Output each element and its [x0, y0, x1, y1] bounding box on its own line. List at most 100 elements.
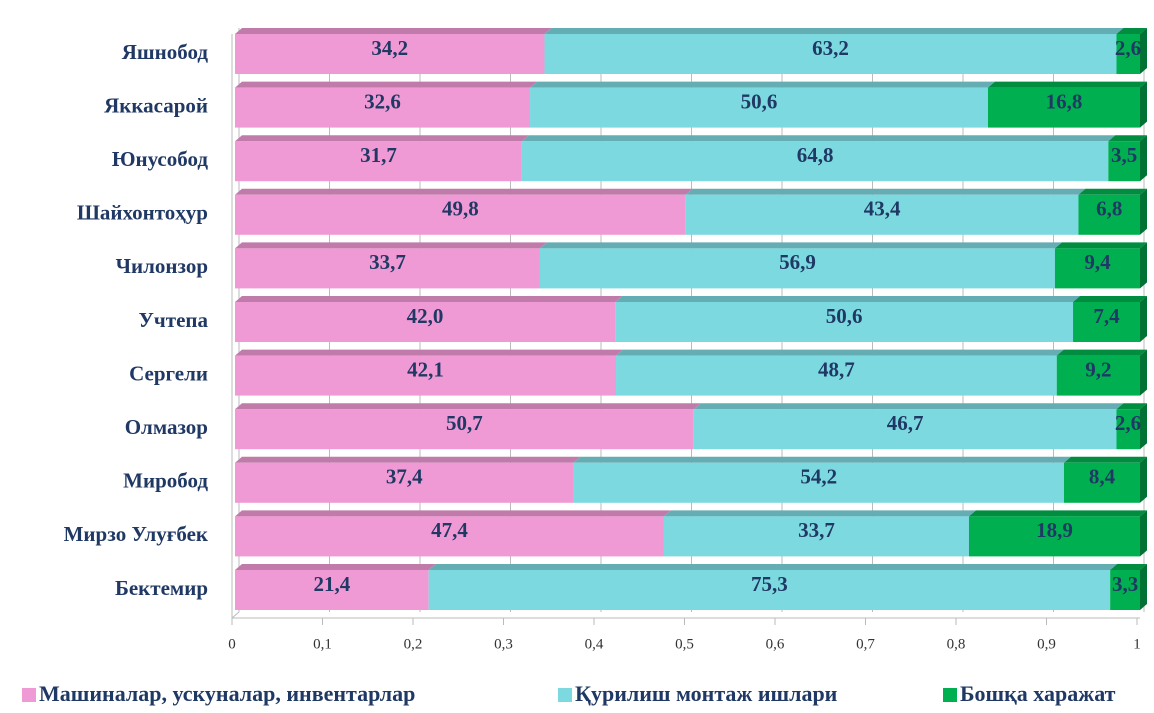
- bar-top: [1078, 188, 1147, 195]
- bar: [685, 194, 1079, 235]
- bar: [235, 194, 686, 235]
- bar-top: [235, 81, 538, 88]
- bar-top: [235, 510, 671, 517]
- bar: [1116, 34, 1140, 74]
- value-label: 49,8: [442, 197, 479, 221]
- bar: [428, 570, 1111, 610]
- value-label: 42,1: [407, 357, 444, 381]
- bar-top: [685, 188, 1086, 195]
- bar: [544, 34, 1117, 74]
- bar: [1073, 302, 1140, 342]
- bar-top: [235, 349, 624, 356]
- value-label: 3,3: [1112, 572, 1138, 596]
- value-label: 21,4: [313, 572, 350, 596]
- legend-swatch: [22, 688, 36, 702]
- x-tick-label: 1: [1133, 636, 1141, 652]
- value-label: 16,8: [1046, 89, 1083, 113]
- bar: [1116, 409, 1140, 450]
- bar-top: [987, 81, 1147, 88]
- bar-top: [1108, 135, 1147, 142]
- bar-side: [1140, 81, 1147, 128]
- bar-top: [521, 135, 1116, 142]
- value-label: 7,4: [1093, 304, 1120, 328]
- bar: [521, 141, 1109, 182]
- value-label: 34,2: [371, 36, 408, 60]
- x-tick-label: 0,6: [766, 636, 785, 652]
- category-label: Олмазор: [125, 415, 208, 439]
- bar: [616, 355, 1057, 396]
- value-label: 33,7: [798, 518, 835, 542]
- value-label: 18,9: [1036, 518, 1073, 542]
- bar-side: [1140, 296, 1147, 342]
- legend-label: Машиналар, ускуналар, инвентарлар: [39, 681, 415, 706]
- value-label: 6,8: [1096, 197, 1122, 221]
- bar: [235, 355, 617, 396]
- bar-top: [1054, 242, 1147, 249]
- bar-side: [1140, 510, 1147, 557]
- bar-side: [1140, 135, 1147, 182]
- bar-top: [968, 510, 1147, 517]
- category-label: Чилонзор: [116, 254, 208, 278]
- bar: [1078, 194, 1140, 235]
- bar-top: [235, 135, 529, 142]
- category-label: Шайхонтоҳур: [77, 201, 208, 225]
- bar: [235, 141, 522, 182]
- bar: [987, 87, 1140, 128]
- category-label: Яккасарой: [104, 93, 208, 117]
- bar-top: [544, 28, 1124, 34]
- value-label: 50,7: [446, 411, 483, 435]
- bar: [235, 462, 574, 503]
- category-label: Сергели: [129, 361, 208, 385]
- bar-top: [235, 564, 436, 570]
- x-tick-label: 0,4: [585, 636, 604, 652]
- value-label: 9,4: [1084, 250, 1111, 274]
- value-label: 46,7: [887, 411, 924, 435]
- bar: [235, 87, 531, 128]
- legend-swatch: [943, 688, 957, 702]
- bar: [615, 302, 1074, 342]
- value-label: 48,7: [818, 357, 855, 381]
- category-label: Учтепа: [139, 308, 209, 332]
- bar-side: [1140, 188, 1147, 235]
- bar: [1054, 248, 1140, 289]
- bar: [539, 248, 1055, 289]
- value-label: 31,7: [360, 143, 397, 167]
- bar-top: [235, 296, 623, 302]
- bar-top: [693, 403, 1124, 410]
- bar-top: [235, 188, 693, 195]
- bar-top: [663, 510, 976, 517]
- bar: [1063, 462, 1140, 503]
- x-tick-label: 0,3: [494, 636, 513, 652]
- axis-line: [231, 611, 240, 619]
- value-label: 37,4: [386, 465, 423, 489]
- bar-side: [1140, 349, 1147, 396]
- bar-top: [1116, 28, 1147, 34]
- value-label: 33,7: [369, 250, 406, 274]
- bar-side: [1140, 564, 1147, 610]
- value-label: 50,6: [741, 89, 778, 113]
- bar-top: [235, 242, 547, 249]
- bar-top: [615, 296, 1081, 302]
- bar-top: [1110, 564, 1147, 570]
- bar-side: [1140, 456, 1147, 503]
- bar-top: [530, 81, 995, 88]
- bar: [663, 516, 969, 557]
- bar-top: [235, 403, 701, 410]
- x-tick-label: 0,5: [675, 636, 694, 652]
- bar: [1110, 570, 1140, 610]
- value-label: 32,6: [364, 89, 401, 113]
- bar: [693, 409, 1117, 450]
- bar: [1108, 141, 1140, 182]
- x-tick-label: 0,2: [404, 636, 423, 652]
- value-label: 56,9: [779, 250, 816, 274]
- bar-top: [235, 28, 552, 34]
- value-label: 75,3: [751, 572, 788, 596]
- legend-label: Бошқа харажат: [960, 681, 1116, 706]
- x-tick-label: 0,9: [1037, 636, 1056, 652]
- value-label: 63,2: [812, 36, 849, 60]
- bar-side: [1140, 403, 1147, 450]
- x-tick-label: 0: [228, 636, 236, 652]
- legend-label: Қурилиш монтаж ишлари: [575, 681, 838, 706]
- value-label: 64,8: [797, 143, 834, 167]
